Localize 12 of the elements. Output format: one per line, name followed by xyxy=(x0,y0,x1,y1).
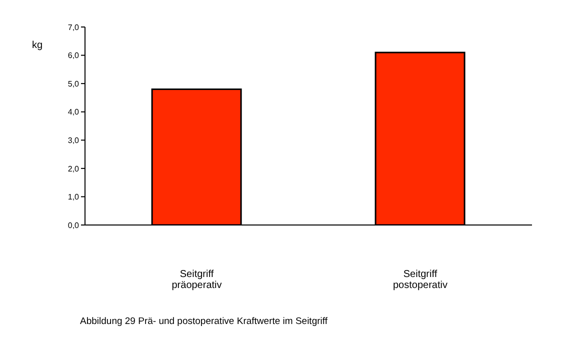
x-tick-label: Seitgriff präoperativ xyxy=(172,269,222,291)
y-tick-label: 5,0 xyxy=(68,79,80,88)
y-tick-label: 7,0 xyxy=(68,22,80,32)
y-tick-label: 3,0 xyxy=(68,136,80,145)
y-axis-title: kg xyxy=(32,40,43,51)
y-tick-label: 0,0 xyxy=(68,220,80,230)
x-tick-label: Seitgriff postoperativ xyxy=(393,269,448,291)
y-tick-label: 2,0 xyxy=(68,164,80,174)
text: Abbildung 29 Prä- und postoperative Kraftwerte im Seitgriff xyxy=(80,316,328,327)
y-tick-label: 6,0 xyxy=(68,51,80,60)
y-tick-label: 1,0 xyxy=(68,192,80,202)
y-tick-label: 4,0 xyxy=(68,108,80,117)
